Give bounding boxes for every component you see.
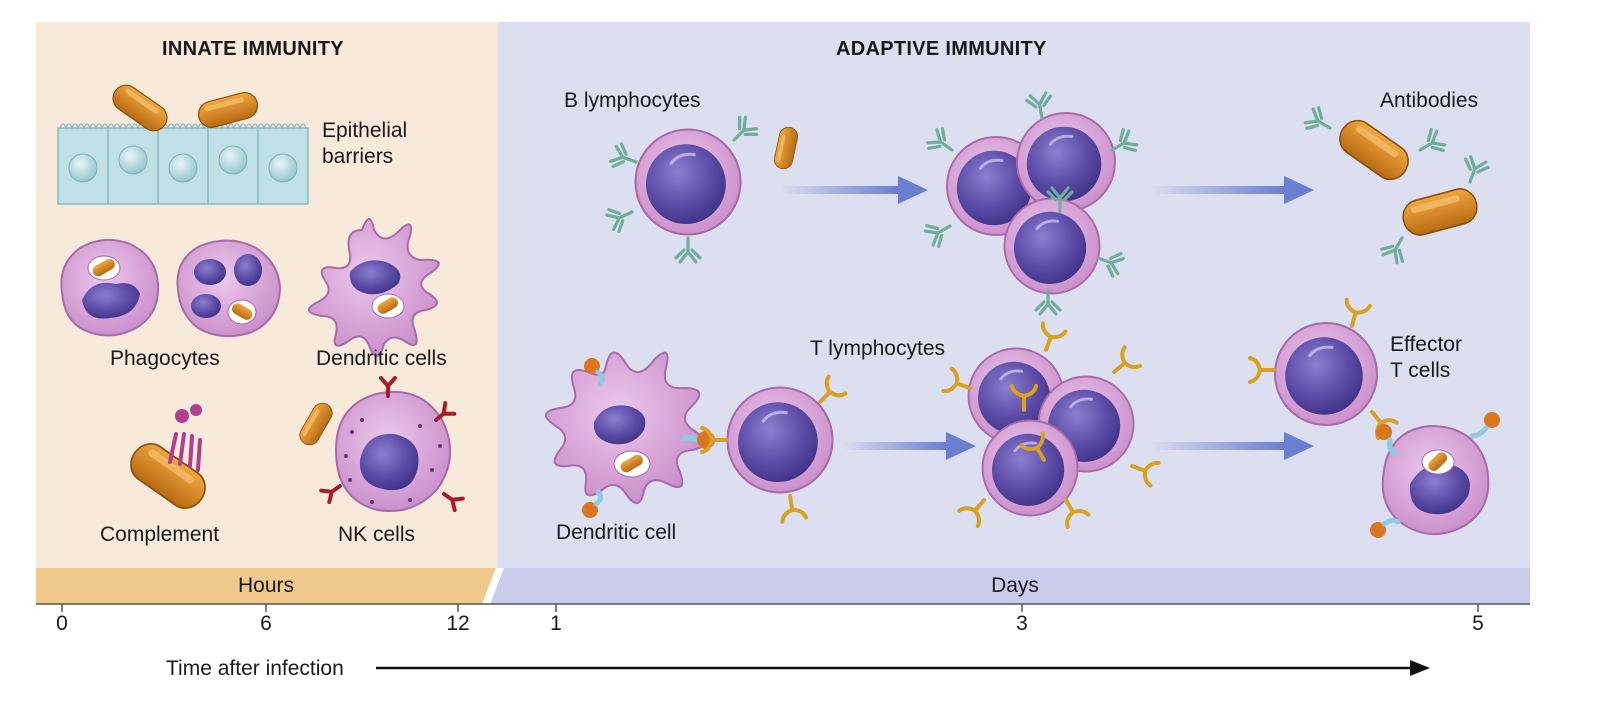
arrow-b-1 <box>780 176 928 204</box>
arrow-t-2 <box>1150 432 1314 460</box>
effector-t-cell <box>1248 297 1399 441</box>
label-phagocytes: Phagocytes <box>110 347 220 370</box>
tick-12: 12 <box>446 612 470 635</box>
tick-0: 0 <box>56 612 68 635</box>
innate-header: INNATE IMMUNITY <box>162 38 344 60</box>
complement <box>122 404 214 517</box>
label-b-lymphocytes: B lymphocytes <box>564 89 701 112</box>
tick-6: 6 <box>260 612 272 635</box>
tick-5: 5 <box>1472 612 1484 635</box>
label-epithelial-2: barriers <box>322 145 394 168</box>
hours-band <box>36 568 496 604</box>
tick-3: 3 <box>1016 612 1028 635</box>
label-effector-1: Effector <box>1390 333 1462 356</box>
adaptive-header: ADAPTIVE IMMUNITY <box>836 38 1047 60</box>
label-dendritic-cell: Dendritic cell <box>556 521 677 544</box>
label-time-after-infection: Time after infection <box>166 657 344 680</box>
label-epithelial-1: Epithelial <box>322 119 408 142</box>
days-band <box>490 568 1530 604</box>
arrow-b-2 <box>1150 176 1314 204</box>
phagocyte-macrophage <box>60 238 160 337</box>
nk-cell <box>295 376 465 513</box>
arrow-t-1 <box>842 432 976 460</box>
label-days: Days <box>991 574 1039 597</box>
label-effector-2: T cells <box>1390 359 1451 382</box>
label-nk-cells: NK cells <box>338 523 416 546</box>
infected-target-cell <box>1370 412 1500 538</box>
tick-1: 1 <box>550 612 562 635</box>
label-t-lymphocytes: T lymphocytes <box>810 337 945 360</box>
epithelial-barrier <box>57 79 309 205</box>
axis-ticks <box>61 604 1479 612</box>
label-hours: Hours <box>237 574 295 597</box>
phagocyte-neutrophil <box>176 239 282 338</box>
dendritic-cell-adaptive <box>545 351 715 518</box>
label-dendritic-cells: Dendritic cells <box>316 347 447 370</box>
dendritic-cell-innate <box>308 218 440 357</box>
time-arrow <box>376 660 1430 676</box>
label-antibodies: Antibodies <box>1380 89 1479 112</box>
label-complement: Complement <box>100 523 220 546</box>
